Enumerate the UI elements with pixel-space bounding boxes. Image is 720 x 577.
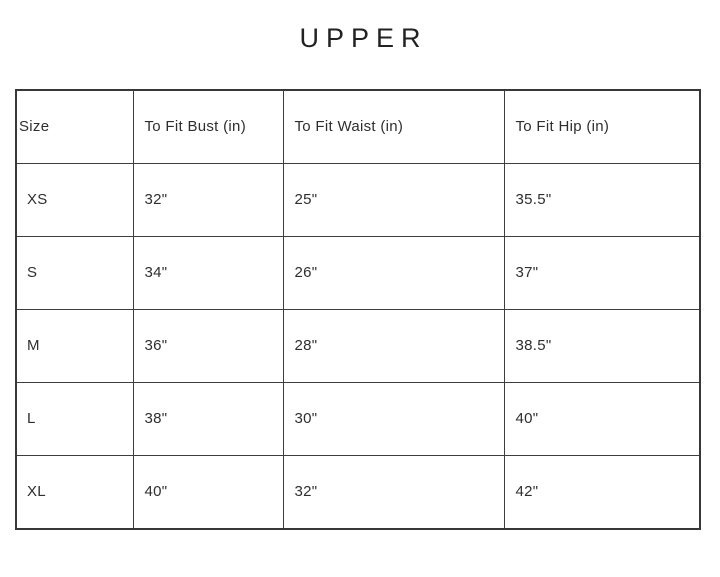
cell-waist: 26" — [282, 235, 505, 310]
table-row-l: L 38" 30" 40" — [15, 381, 701, 456]
size-chart-header: Size To Fit Bust (in) To Fit Waist (in) … — [15, 89, 701, 164]
page-title: UPPER — [299, 23, 428, 53]
header-row: Size To Fit Bust (in) To Fit Waist (in) … — [15, 89, 701, 164]
header-size: Size — [15, 89, 134, 164]
cell-hip: 40" — [503, 381, 701, 456]
table-row-s: S 34" 26" 37" — [15, 235, 701, 310]
size-chart-body: XS 32" 25" 35.5" S 34" 26" 37" M 36" 28"… — [15, 162, 701, 530]
cell-size: XS — [15, 162, 134, 237]
cell-waist: 32" — [282, 454, 505, 530]
cell-size: S — [15, 235, 134, 310]
cell-bust: 34" — [132, 235, 284, 310]
cell-hip: 37" — [503, 235, 701, 310]
cell-waist: 28" — [282, 308, 505, 383]
cell-size: L — [15, 381, 134, 456]
cell-size: M — [15, 308, 134, 383]
cell-bust: 36" — [132, 308, 284, 383]
header-waist: To Fit Waist (in) — [282, 89, 505, 164]
header-bust: To Fit Bust (in) — [132, 89, 284, 164]
cell-bust: 40" — [132, 454, 284, 530]
size-chart-table: Size To Fit Bust (in) To Fit Waist (in) … — [15, 88, 701, 530]
cell-waist: 25" — [282, 162, 505, 237]
cell-waist: 30" — [282, 381, 505, 456]
table-row-xl: XL 40" 32" 42" — [15, 454, 701, 530]
cell-hip: 35.5" — [503, 162, 701, 237]
cell-bust: 38" — [132, 381, 284, 456]
cell-hip: 38.5" — [503, 308, 701, 383]
table-row-m: M 36" 28" 38.5" — [15, 308, 701, 383]
cell-bust: 32" — [132, 162, 284, 237]
cell-hip: 42" — [503, 454, 701, 530]
table-row-xs: XS 32" 25" 35.5" — [15, 162, 701, 237]
header-hip: To Fit Hip (in) — [503, 89, 701, 164]
cell-size: XL — [15, 454, 134, 530]
